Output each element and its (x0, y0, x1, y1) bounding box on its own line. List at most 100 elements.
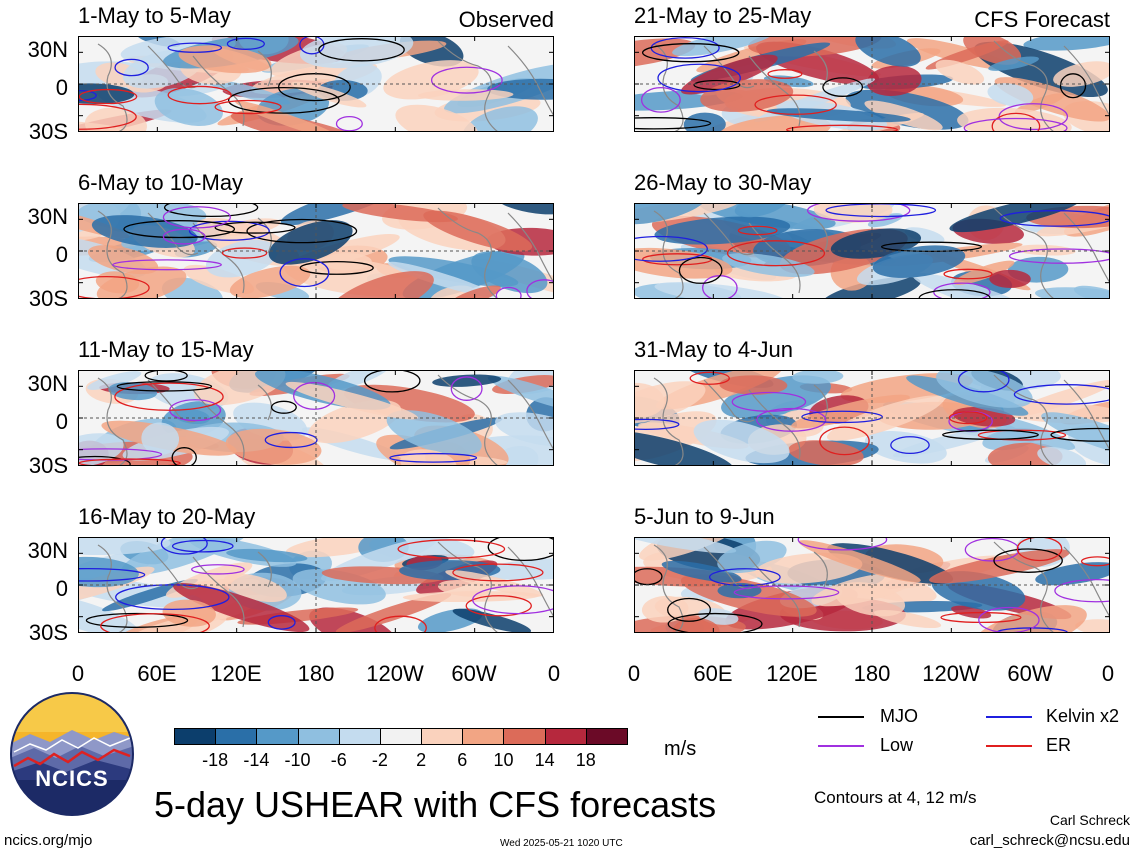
anomaly-shading (387, 261, 495, 298)
anomaly-shading (495, 412, 554, 447)
wave-contour (689, 371, 730, 385)
wave-contour (270, 400, 297, 414)
coastline (257, 50, 272, 87)
coastline (653, 43, 684, 132)
anomaly-shading (328, 271, 434, 299)
wave-contour (78, 567, 146, 582)
panel-title: 16-May to 20-May (78, 504, 256, 529)
coastline (97, 210, 128, 299)
wave-contour (277, 73, 351, 102)
wave-contour (78, 88, 138, 105)
anomaly-shading (226, 548, 308, 563)
wave-contour (991, 112, 1041, 132)
anomaly-shading (78, 556, 139, 588)
coastline (748, 389, 801, 461)
footer-url[interactable]: ncics.org/mjo (4, 832, 93, 849)
coastline (437, 374, 499, 466)
legend-line-er (986, 745, 1032, 747)
map-canvas (78, 370, 554, 466)
coastline (97, 43, 128, 132)
wave-contour (374, 615, 427, 633)
contours-note: Contours at 4, 12 m/s (814, 788, 977, 807)
wave-contour (1013, 384, 1110, 405)
wave-contour (299, 260, 374, 275)
wave-contour (167, 85, 232, 105)
map-panel (634, 370, 1110, 466)
wave-contour (267, 615, 296, 630)
wave-contour (162, 206, 231, 229)
wave-contour (171, 447, 197, 466)
anomaly-shading (929, 549, 1070, 584)
anomaly-shading (402, 591, 540, 603)
anomaly-shading (935, 59, 985, 85)
coastline (653, 544, 684, 633)
wave-contour (657, 63, 741, 93)
anomaly-shading (864, 100, 943, 131)
coastline (993, 541, 1055, 633)
colorbar-label: 18 (575, 750, 596, 770)
wave-contour (226, 37, 265, 50)
panel-title: 1-May to 5-May (78, 3, 231, 28)
anomaly-shading (1003, 379, 1110, 419)
coastline (703, 379, 755, 423)
observed-label: Observed (458, 7, 554, 32)
wave-contour (963, 117, 1068, 132)
wave-contour (733, 585, 840, 600)
coastline (1063, 379, 1110, 451)
wave-contour (756, 407, 827, 432)
anomaly-shading (108, 382, 158, 401)
anomaly-shading (121, 537, 252, 576)
lat-label: 30S (28, 119, 68, 144)
lat-label: 0 (55, 75, 68, 100)
wave-contour (640, 86, 681, 113)
map-panel (78, 203, 554, 299)
lon-label: 0 (547, 661, 561, 686)
coastline (1063, 212, 1110, 284)
wave-contour (943, 268, 993, 280)
coastline (993, 374, 1055, 466)
wave-contour (162, 228, 206, 245)
anomaly-shading (1037, 446, 1087, 466)
panel-title: 21-May to 25-May (634, 3, 812, 28)
wave-contour (264, 431, 318, 449)
colorbar-swatch (256, 728, 299, 745)
author-email[interactable]: carl_schreck@ncsu.edu (969, 832, 1130, 849)
wave-contour (890, 436, 930, 455)
colorbar-swatch (338, 728, 381, 745)
anomaly-shading (386, 410, 482, 456)
anomaly-shading (445, 570, 544, 597)
wave-contour (100, 613, 210, 633)
lat-label: 30S (28, 620, 68, 645)
colorbar-label: 6 (457, 750, 468, 770)
colorbar-label: -10 (284, 750, 311, 770)
wave-contour (806, 203, 911, 222)
map-canvas (78, 203, 554, 299)
map-canvas (78, 36, 554, 132)
anomaly-shading (936, 370, 1033, 408)
anomaly-shading (452, 608, 532, 633)
wave-contour (318, 38, 405, 62)
coastline (1063, 546, 1110, 618)
wave-contour (246, 218, 358, 244)
anomaly-shading (141, 422, 180, 455)
lon-label: 60E (137, 661, 177, 686)
wave-contour (977, 429, 1067, 441)
legend-label-mjo: MJO (880, 706, 918, 726)
wave-contour (85, 612, 189, 628)
ncics-logo: NCICS (10, 692, 134, 816)
wave-contour (634, 235, 708, 262)
wave-contour (335, 115, 363, 132)
anomaly-shading (766, 108, 911, 123)
map-panel (78, 370, 554, 466)
coastline (257, 551, 272, 588)
colorbar-label: 10 (493, 750, 514, 770)
panel-title: 11-May to 15-May (78, 337, 254, 362)
wave-contour (667, 597, 712, 622)
coastline (748, 556, 801, 628)
anomaly-shading (487, 78, 554, 100)
anomaly-shading (717, 115, 831, 132)
map-panel (78, 537, 554, 633)
anomaly-shading (423, 210, 533, 252)
anomaly-shading (1073, 285, 1110, 299)
wave-contour (279, 258, 330, 288)
